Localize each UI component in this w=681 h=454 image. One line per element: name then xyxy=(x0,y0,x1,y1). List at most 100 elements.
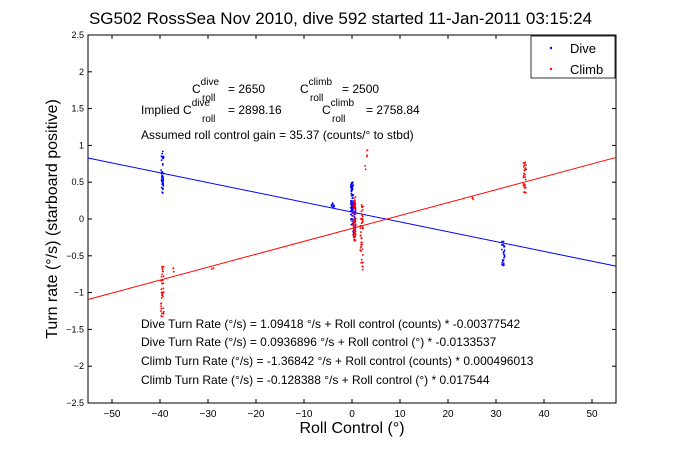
y-tick-label: 0.5 xyxy=(71,177,84,187)
dive-point xyxy=(351,220,354,223)
dive-point xyxy=(351,194,354,197)
dive-point xyxy=(351,209,354,212)
dive-point xyxy=(350,202,352,205)
dive-point xyxy=(350,192,353,195)
x-tick-label: 50 xyxy=(586,409,598,420)
climb-point xyxy=(361,248,364,251)
climb-point xyxy=(361,213,364,216)
climb-point xyxy=(522,161,525,164)
climb-point xyxy=(360,258,363,261)
c-dive-value: = 2650 xyxy=(228,82,265,96)
dive-point xyxy=(160,176,163,179)
y-axis-ticks: −2.5 −2 −1.5 −1 −0.5 0 0.5 1 1.5 2 2.5 xyxy=(66,30,616,408)
climb-point xyxy=(162,291,165,294)
x-tick-label: −30 xyxy=(200,409,217,420)
chart-title: SG502 RossSea Nov 2010, dive 592 started… xyxy=(89,9,592,28)
y-tick-label: −2.5 xyxy=(66,398,84,408)
climb-point xyxy=(361,262,364,264)
legend-box xyxy=(530,35,616,79)
x-tick-label: 20 xyxy=(442,409,454,420)
climb-point xyxy=(160,307,163,310)
climb-point xyxy=(523,191,526,193)
climb-point xyxy=(524,173,526,176)
climb-point xyxy=(360,210,363,213)
roll-gain-note: Assumed roll control gain = 35.37 (count… xyxy=(141,128,414,142)
climb-point xyxy=(160,292,163,295)
x-tick-label: 40 xyxy=(538,409,550,420)
climb-point xyxy=(162,270,165,273)
dive-point xyxy=(162,176,164,179)
climb-point xyxy=(161,279,164,281)
dive-point xyxy=(332,204,335,207)
y-tick-label: −1.5 xyxy=(66,324,84,334)
climb-point xyxy=(353,197,355,199)
climb-point xyxy=(359,234,362,237)
x-tick-label: 30 xyxy=(490,409,502,420)
climb-point xyxy=(361,220,364,223)
legend: Dive Climb xyxy=(530,35,616,79)
climb-point xyxy=(161,282,164,285)
climb-point xyxy=(160,315,163,317)
legend-climb-label: Climb xyxy=(570,62,603,77)
y-tick-label: 2.5 xyxy=(71,30,84,40)
climb-point xyxy=(210,268,213,270)
y-tick-label: 0 xyxy=(79,214,84,224)
climb-point xyxy=(359,224,362,227)
dive-point xyxy=(503,245,505,248)
climb-point xyxy=(162,265,165,268)
dive-point xyxy=(331,203,334,206)
climb-point xyxy=(352,204,355,207)
x-tick-label: −10 xyxy=(296,409,313,420)
dive-point xyxy=(350,218,353,220)
dive-point xyxy=(162,172,165,175)
dive-point xyxy=(161,180,164,182)
dive-point xyxy=(160,159,163,162)
climb-point xyxy=(352,233,355,236)
dive-point xyxy=(350,207,353,210)
climb-point xyxy=(522,175,525,177)
x-tick-label: −50 xyxy=(104,409,121,420)
climb-point xyxy=(364,164,367,167)
dive-point xyxy=(161,175,163,178)
climb-point xyxy=(522,176,525,179)
x-tick-label: 10 xyxy=(394,409,406,420)
dive-point xyxy=(351,181,354,184)
climb-point xyxy=(353,231,356,234)
dive-point xyxy=(161,150,164,153)
climb-point xyxy=(353,202,356,205)
dive-series-points xyxy=(160,150,506,267)
climb-point xyxy=(161,315,164,318)
climb-point xyxy=(212,267,215,270)
equation-dive-counts: Dive Turn Rate (°/s) = 1.09418 °/s + Rol… xyxy=(141,317,520,331)
climb-point xyxy=(354,230,356,232)
dive-point xyxy=(501,261,504,264)
dive-point xyxy=(502,240,505,243)
climb-point xyxy=(354,227,357,229)
climb-point xyxy=(162,307,165,310)
climb-point xyxy=(162,313,165,315)
dive-point xyxy=(352,184,355,187)
climb-point xyxy=(524,161,526,164)
climb-point xyxy=(352,215,355,217)
y-tick-label: 1 xyxy=(79,140,84,150)
dive-point xyxy=(160,186,163,189)
climb-point xyxy=(362,227,364,230)
climb-point xyxy=(354,208,357,211)
dive-point xyxy=(161,162,164,165)
legend-dive-marker xyxy=(549,46,553,50)
y-axis-label: Turn rate (°/s) (starboard positive) xyxy=(44,99,61,339)
dive-point xyxy=(161,156,164,159)
climb-point xyxy=(160,310,162,312)
dive-point xyxy=(350,189,353,191)
climb-point xyxy=(160,275,163,278)
c-dive-label: Cdive roll xyxy=(192,77,219,104)
climb-point xyxy=(360,241,363,244)
dive-point xyxy=(350,205,353,208)
dive-point xyxy=(501,263,504,266)
dive-point xyxy=(161,183,164,185)
x-tick-label: −20 xyxy=(248,409,265,420)
x-axis-label: Roll Control (°) xyxy=(299,420,404,437)
dive-point xyxy=(351,187,354,190)
climb-point xyxy=(160,296,163,299)
climb-point xyxy=(522,165,525,168)
